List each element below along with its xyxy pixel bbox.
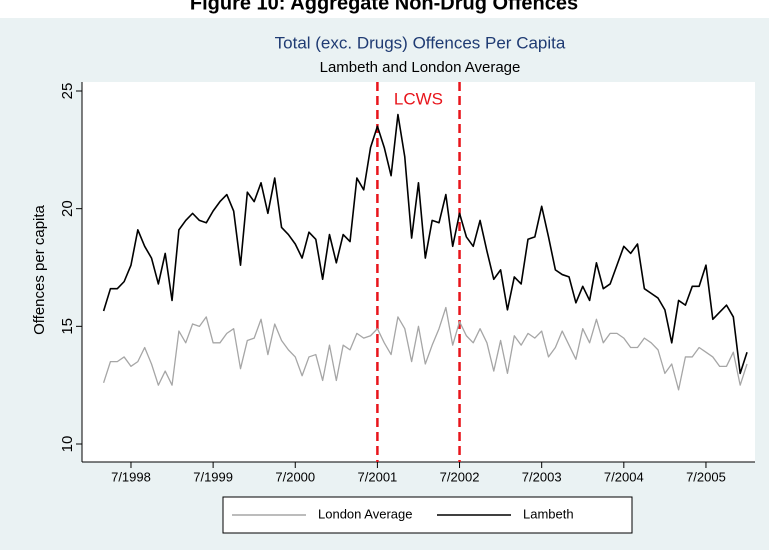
- x-tick-label: 7/1999: [193, 469, 233, 484]
- series-line: [102, 113, 748, 375]
- x-tick-label: 7/2004: [604, 469, 644, 484]
- plot-region: [82, 82, 755, 462]
- y-axis-label: Offences per capita: [31, 204, 48, 334]
- y-tick-label: 10: [59, 436, 76, 453]
- legend-label: London Average: [318, 506, 412, 521]
- legend-label: Lambeth: [523, 506, 574, 521]
- x-tick-label: 7/2000: [275, 469, 315, 484]
- series-line: [102, 306, 748, 391]
- x-tick-label: 7/2002: [440, 469, 480, 484]
- y-tick-label: 15: [59, 318, 76, 335]
- x-tick-label: 7/2001: [358, 469, 398, 484]
- chart-title: Total (exc. Drugs) Offences Per Capita: [275, 33, 566, 52]
- chart-subtitle: Lambeth and London Average: [320, 59, 521, 76]
- x-tick-label: 7/2005: [686, 469, 726, 484]
- y-tick-label: 20: [59, 200, 76, 217]
- y-tick-label: 25: [59, 83, 76, 100]
- x-tick-label: 7/1998: [111, 469, 151, 484]
- figure-caption: Figure 10: Aggregate Non-Drug Offences: [190, 0, 578, 14]
- x-tick-label: 7/2003: [522, 469, 562, 484]
- annotation-label: LCWS: [394, 89, 443, 108]
